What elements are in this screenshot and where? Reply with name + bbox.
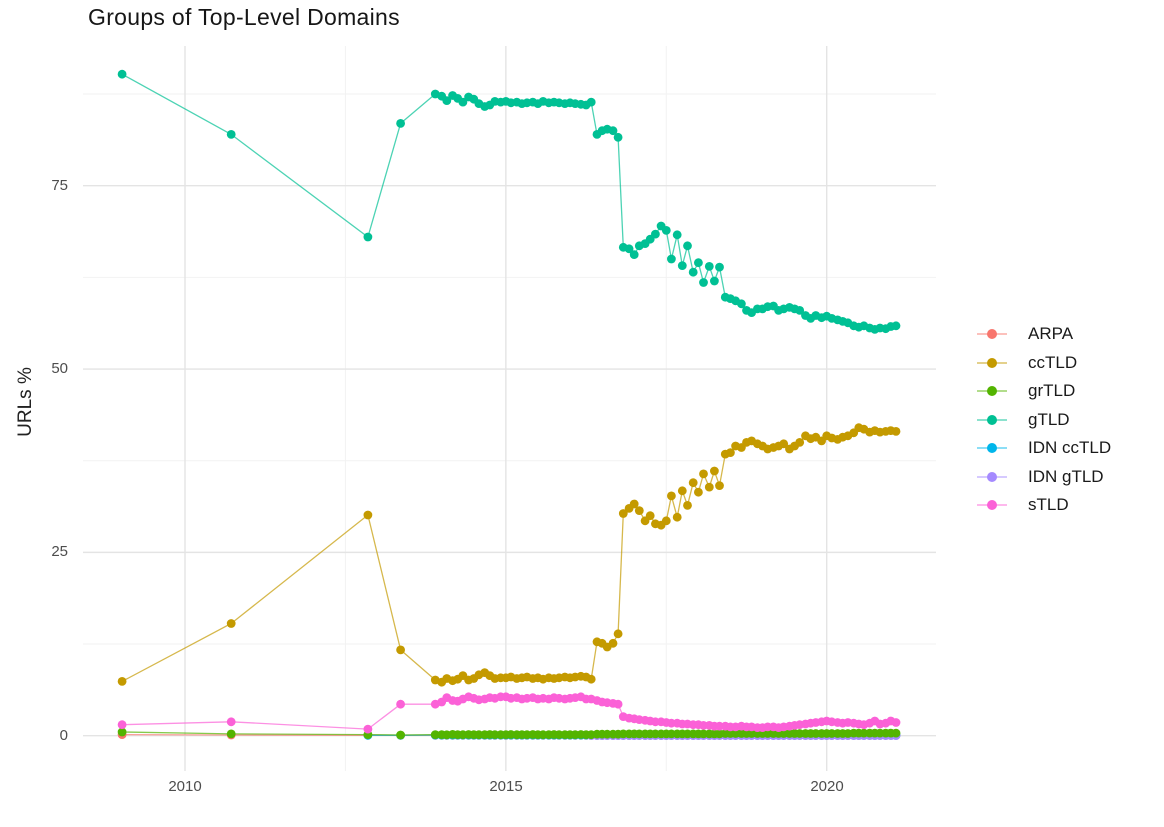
y-tick-label-75: 75 bbox=[51, 177, 68, 194]
legend-item-gtld: gTLD bbox=[976, 406, 1111, 435]
legend-key-icon bbox=[977, 329, 1007, 340]
legend-item-idn-cctld: IDN ccTLD bbox=[976, 434, 1111, 463]
legend-item-stld: sTLD bbox=[976, 491, 1111, 520]
legend-label: grTLD bbox=[1028, 381, 1076, 401]
x-tick-label-2015: 2015 bbox=[489, 778, 523, 795]
legend-key-icon bbox=[977, 357, 1007, 368]
y-tick-label-25: 25 bbox=[51, 543, 68, 560]
chart-title: Groups of Top-Level Domains bbox=[88, 4, 400, 30]
legend-item-cctld: ccTLD bbox=[976, 349, 1111, 378]
legend-label: IDN gTLD bbox=[1028, 466, 1104, 486]
legend-label: IDN ccTLD bbox=[1028, 438, 1112, 458]
y-tick-label-0: 0 bbox=[59, 727, 68, 744]
legend-label: gTLD bbox=[1028, 409, 1070, 429]
legend: ARPA ccTLD grTLD gTLD IDN ccTLD IDN gTLD… bbox=[976, 320, 1111, 520]
x-tick-label-2010: 2010 bbox=[168, 778, 202, 795]
legend-label: ccTLD bbox=[1028, 352, 1078, 372]
legend-label: sTLD bbox=[1028, 495, 1069, 515]
legend-key-icon bbox=[977, 471, 1007, 482]
legend-key-icon bbox=[977, 443, 1007, 454]
legend-item-grtld: grTLD bbox=[976, 377, 1111, 406]
legend-key-icon bbox=[977, 386, 1007, 397]
x-tick-label-2020: 2020 bbox=[810, 778, 844, 795]
legend-key-icon bbox=[977, 500, 1007, 511]
legend-item-arpa: ARPA bbox=[976, 320, 1111, 349]
legend-key-icon bbox=[977, 414, 1007, 425]
legend-item-idn-gtld: IDN gTLD bbox=[976, 463, 1111, 492]
legend-label: ARPA bbox=[1028, 324, 1074, 344]
y-tick-label-50: 50 bbox=[51, 360, 68, 377]
